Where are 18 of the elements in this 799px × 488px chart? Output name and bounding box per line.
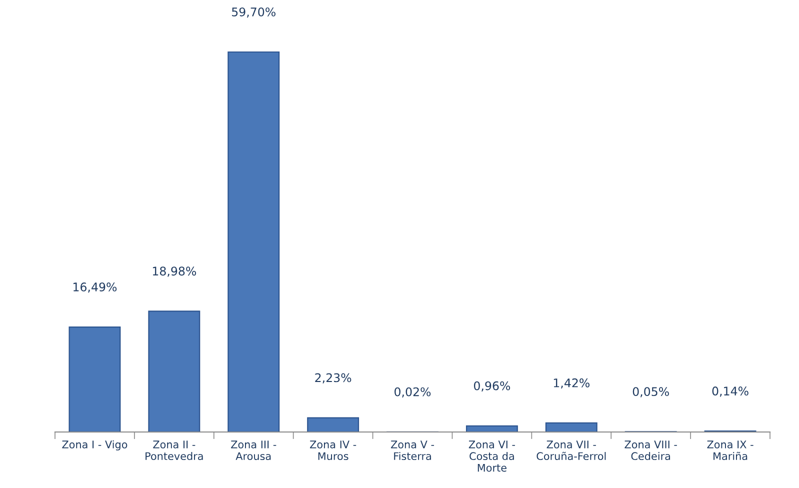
x-tick-label: Zona III - Arousa	[231, 440, 276, 460]
x-tick-label: Zona IX - Mariña	[707, 440, 754, 460]
data-label: 1,42%	[554, 378, 590, 389]
data-label: 16,49%	[74, 282, 117, 293]
data-label: 0,96%	[474, 381, 510, 392]
x-tick-label: Zona VIII - Cedeira	[624, 440, 677, 460]
data-label: 0,14%	[712, 386, 748, 397]
x-tick-label: Zona I - Vigo	[62, 440, 128, 450]
x-tick-label: Zona II - Pontevedra	[146, 440, 203, 460]
x-tick-label: Zona V - Fisterra	[390, 440, 434, 460]
x-tick-label: Zona VII - Coruña-Ferrol	[536, 440, 606, 460]
data-label: 59,70%	[232, 7, 276, 18]
data-label: 2,23%	[315, 373, 352, 384]
x-tick-label: Zona IV - Muros	[310, 440, 356, 460]
data-label: 0,02%	[394, 387, 431, 398]
data-label: 0,05%	[632, 387, 669, 398]
data-label: 18,98%	[152, 266, 196, 277]
x-tick-label: Zona VI - Costa da Morte	[468, 440, 515, 472]
